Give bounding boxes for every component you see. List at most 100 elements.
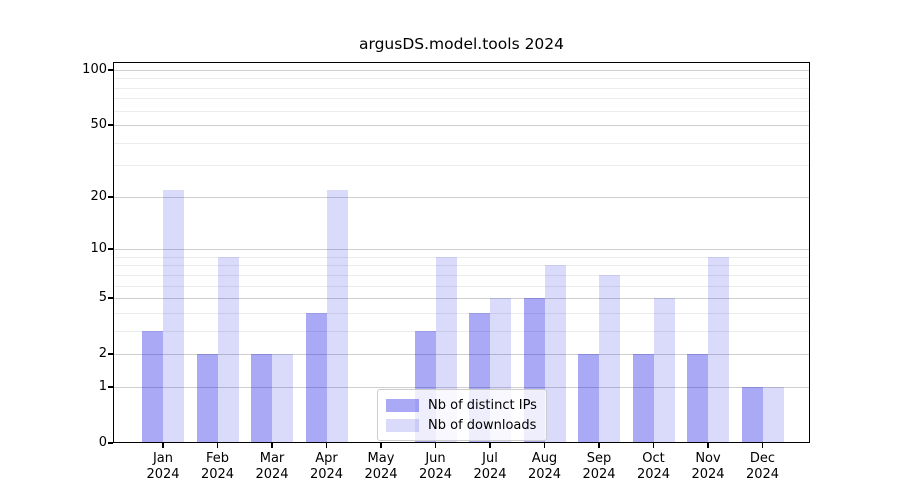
grid-layer bbox=[113, 62, 810, 443]
x-tick-month: Jan bbox=[152, 451, 174, 466]
x-tick-month: Aug bbox=[531, 451, 558, 466]
x-tick-year: 2024 bbox=[146, 466, 180, 482]
x-tick-year: 2024 bbox=[582, 466, 616, 482]
x-tick-month: Mar bbox=[259, 451, 285, 466]
x-tick-month: May bbox=[367, 451, 395, 466]
x-tick-month: Nov bbox=[695, 451, 721, 466]
bar-layer bbox=[113, 62, 810, 443]
chart-title: argusDS.model.tools 2024 bbox=[358, 35, 565, 53]
major-gridline bbox=[113, 354, 810, 356]
x-tick-year: 2024 bbox=[636, 466, 671, 482]
minor-gridline bbox=[113, 110, 810, 112]
legend: Nb of distinct IPs Nb of downloads bbox=[377, 389, 547, 441]
minor-gridline bbox=[113, 87, 810, 89]
x-tick-month: Dec bbox=[749, 451, 776, 466]
x-tick-mark bbox=[216, 443, 219, 448]
x-tick-mark bbox=[761, 443, 764, 448]
x-tick-label: Dec 2024 bbox=[733, 451, 793, 482]
x-tick-label: Mar 2024 bbox=[242, 451, 302, 482]
minor-gridline bbox=[113, 256, 810, 258]
y-tick-label: 1 bbox=[98, 378, 107, 394]
y-tick-label: 2 bbox=[98, 346, 107, 362]
bar-downloads bbox=[762, 386, 784, 443]
major-gridline bbox=[113, 249, 810, 251]
x-tick-year: 2024 bbox=[691, 466, 725, 482]
y-tick-label: 0 bbox=[98, 435, 107, 450]
x-tick-mark bbox=[434, 443, 437, 448]
bar-downloads bbox=[708, 256, 729, 443]
x-tick-year: 2024 bbox=[418, 466, 453, 482]
legend-swatch-distinct-ips bbox=[386, 398, 419, 412]
x-tick-label: Jan 2024 bbox=[133, 451, 193, 482]
y-tick-label: 5 bbox=[98, 290, 107, 306]
legend-swatch-downloads bbox=[386, 418, 419, 432]
minor-gridline bbox=[113, 78, 810, 80]
legend-item-distinct-ips: Nb of distinct IPs bbox=[386, 395, 538, 415]
x-tick-month: Feb bbox=[205, 451, 230, 466]
major-gridline bbox=[113, 386, 810, 388]
x-tick-month: Sep bbox=[586, 451, 612, 466]
x-tick-label: Jun 2024 bbox=[406, 451, 466, 482]
x-tick-month: Apr bbox=[315, 451, 338, 466]
minor-gridline bbox=[113, 330, 810, 332]
y-tick-label: 10 bbox=[90, 241, 107, 257]
x-tick-mark bbox=[707, 443, 709, 448]
x-tick-label: Apr 2024 bbox=[297, 451, 357, 482]
x-tick-year: 2024 bbox=[364, 466, 398, 482]
legend-label-downloads: Nb of downloads bbox=[428, 417, 537, 433]
minor-gridline bbox=[113, 274, 810, 276]
x-tick-mark bbox=[489, 443, 491, 448]
x-tick-month: Jul bbox=[482, 451, 498, 466]
major-gridline bbox=[113, 298, 810, 300]
x-tick-year: 2024 bbox=[745, 466, 780, 482]
y-tick-label: 100 bbox=[82, 62, 107, 77]
bar-distinct-ips bbox=[687, 354, 708, 443]
bar-distinct-ips bbox=[578, 354, 599, 443]
x-tick-year: 2024 bbox=[200, 466, 235, 482]
legend-item-downloads: Nb of downloads bbox=[386, 415, 538, 435]
plot-area: Nb of distinct IPs Nb of downloads bbox=[113, 62, 810, 443]
x-tick-label: Jul 2024 bbox=[460, 451, 520, 482]
bar-distinct-ips bbox=[632, 354, 654, 443]
x-tick-label: Feb 2024 bbox=[188, 451, 248, 482]
x-tick-mark bbox=[380, 443, 382, 448]
bar-downloads bbox=[163, 189, 184, 443]
minor-gridline bbox=[113, 265, 810, 267]
minor-gridline bbox=[113, 142, 810, 144]
minor-gridline bbox=[113, 98, 810, 100]
minor-gridline bbox=[113, 312, 810, 314]
x-tick-label: Sep 2024 bbox=[569, 451, 629, 482]
bar-downloads bbox=[544, 265, 566, 443]
legend-label-distinct-ips: Nb of distinct IPs bbox=[428, 397, 537, 413]
bar-distinct-ips bbox=[142, 330, 163, 443]
x-tick-year: 2024 bbox=[255, 466, 289, 482]
bar-downloads bbox=[653, 298, 675, 443]
y-tick-label: 50 bbox=[90, 117, 107, 133]
x-tick-year: 2024 bbox=[473, 466, 507, 482]
x-tick-mark bbox=[162, 443, 164, 448]
x-tick-label: Nov 2024 bbox=[678, 451, 738, 482]
minor-gridline bbox=[113, 165, 810, 167]
bar-distinct-ips bbox=[196, 354, 218, 443]
x-tick-year: 2024 bbox=[527, 466, 562, 482]
x-tick-label: Oct 2024 bbox=[624, 451, 684, 482]
x-tick-year: 2024 bbox=[309, 466, 344, 482]
bar-downloads bbox=[326, 189, 348, 443]
x-tick-mark bbox=[652, 443, 655, 448]
x-tick-label: May 2024 bbox=[351, 451, 411, 482]
x-tick-mark bbox=[325, 443, 328, 448]
bar-downloads bbox=[599, 274, 620, 443]
major-gridline bbox=[113, 70, 810, 71]
bar-distinct-ips bbox=[741, 386, 763, 443]
x-tick-mark bbox=[543, 443, 546, 448]
x-tick-month: Oct bbox=[642, 451, 665, 466]
x-tick-month: Jun bbox=[425, 451, 446, 466]
x-tick-label: Aug 2024 bbox=[515, 451, 575, 482]
y-tick-label: 20 bbox=[90, 188, 107, 204]
bar-distinct-ips bbox=[305, 312, 327, 443]
minor-gridline bbox=[113, 285, 810, 287]
major-gridline bbox=[113, 196, 810, 198]
x-tick-mark bbox=[598, 443, 600, 448]
bar-distinct-ips bbox=[251, 354, 272, 443]
